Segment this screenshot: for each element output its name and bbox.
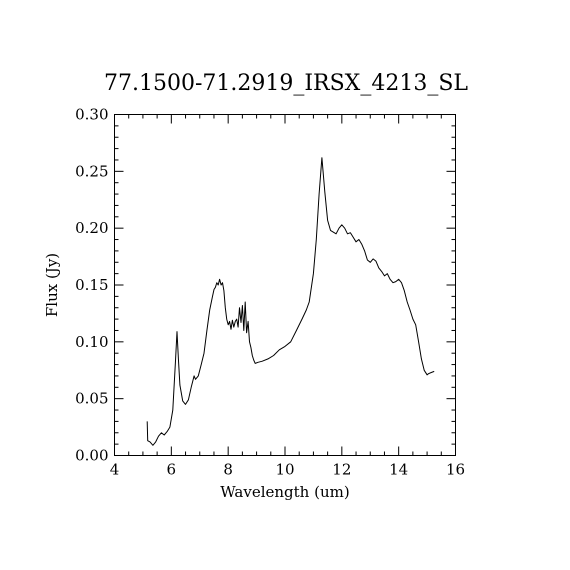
chart-title: 77.1500-71.2919_IRSX_4213_SL (104, 71, 468, 96)
y-tick-label: 0.05 (75, 390, 108, 408)
y-tick-label: 0.15 (75, 276, 108, 294)
y-tick-label: 0.00 (75, 447, 108, 465)
plot-frame (114, 114, 456, 456)
x-tick-label: 14 (389, 461, 408, 479)
x-tick-label: 4 (110, 461, 120, 479)
y-tick-labels: 0.00 0.05 0.10 0.15 0.20 0.25 0.30 (75, 106, 108, 465)
x-axis-label: Wavelength (um) (220, 483, 349, 501)
y-tick-label: 0.10 (75, 333, 108, 351)
y-axis-label: Flux (Jy) (43, 253, 61, 317)
y-tick-label: 0.20 (75, 219, 108, 237)
x-tick-label: 12 (332, 461, 351, 479)
x-tick-label: 16 (446, 461, 465, 479)
y-tick-label: 0.30 (75, 106, 108, 124)
axis-ticks (114, 114, 456, 456)
x-tick-label: 10 (275, 461, 294, 479)
y-tick-label: 0.25 (75, 162, 108, 180)
x-tick-label: 8 (223, 461, 233, 479)
spectrum-line (146, 157, 435, 446)
x-tick-labels: 4 6 8 10 12 14 16 (110, 461, 465, 479)
x-tick-label: 6 (167, 461, 177, 479)
